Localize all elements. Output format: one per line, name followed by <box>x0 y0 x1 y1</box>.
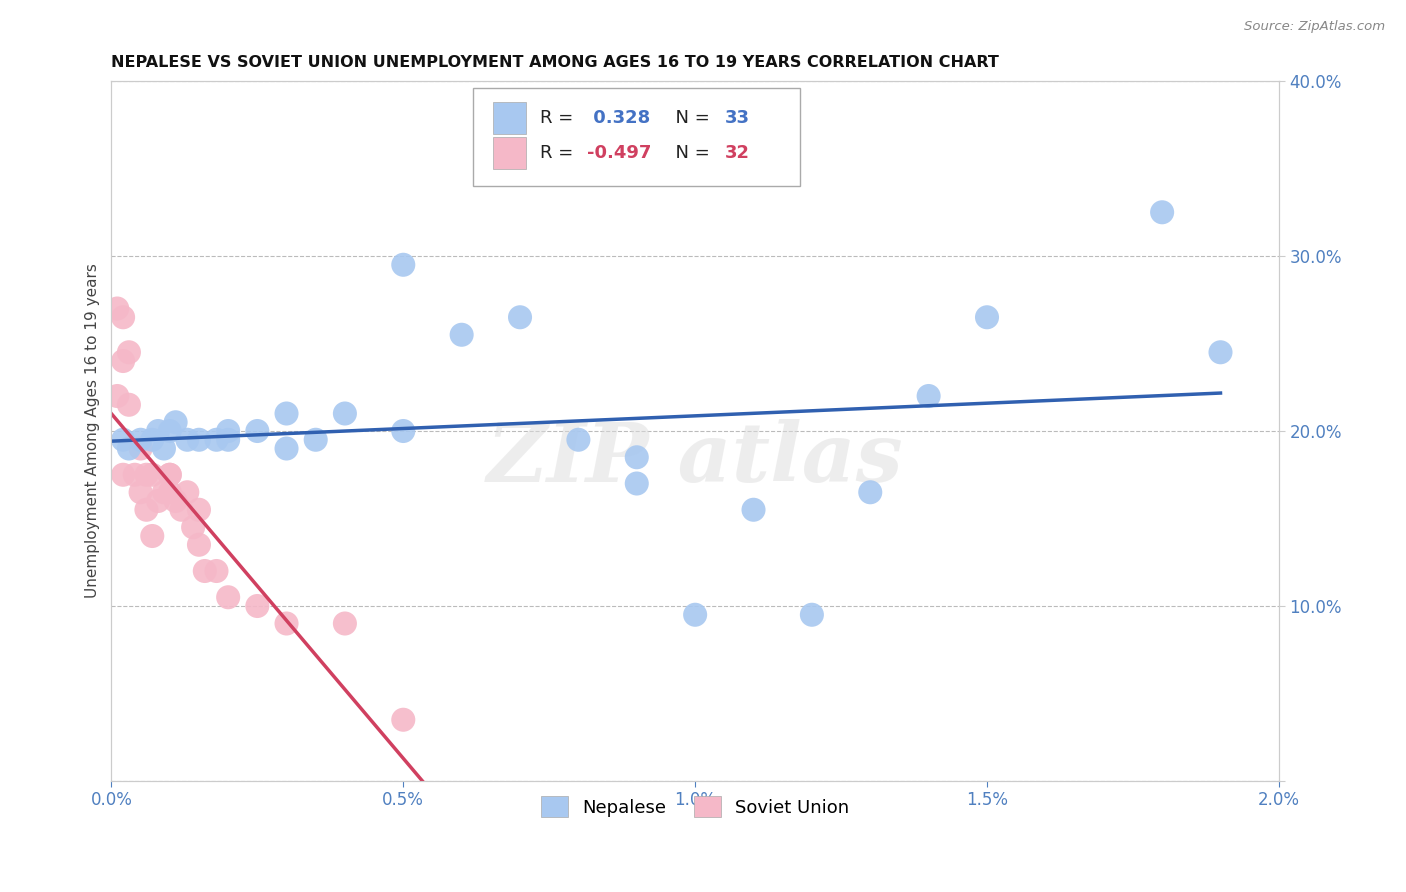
Point <box>124 467 146 482</box>
Point <box>217 591 239 605</box>
FancyBboxPatch shape <box>494 137 526 169</box>
Point <box>112 467 135 482</box>
Point <box>917 389 939 403</box>
Point <box>170 502 193 516</box>
Point <box>450 327 472 342</box>
FancyBboxPatch shape <box>474 88 800 186</box>
Point <box>276 616 298 631</box>
Point <box>276 407 298 421</box>
Point <box>159 467 181 482</box>
Text: N =: N = <box>664 145 716 162</box>
Point <box>567 433 589 447</box>
Point <box>176 485 198 500</box>
Point <box>246 424 269 438</box>
Point <box>859 485 882 500</box>
Point <box>181 520 204 534</box>
Point <box>141 433 163 447</box>
Point <box>112 354 135 368</box>
Text: N =: N = <box>664 109 716 128</box>
Point <box>105 389 128 403</box>
Text: 33: 33 <box>724 109 749 128</box>
Text: R =: R = <box>540 109 574 128</box>
Point <box>217 424 239 438</box>
Point <box>976 310 998 325</box>
Point <box>246 599 269 613</box>
FancyBboxPatch shape <box>494 103 526 134</box>
Point <box>392 713 415 727</box>
Point <box>305 433 328 447</box>
Text: 32: 32 <box>724 145 749 162</box>
Point <box>176 433 198 447</box>
Point <box>112 310 135 325</box>
Point <box>205 433 228 447</box>
Point <box>159 467 181 482</box>
Point <box>153 485 176 500</box>
Point <box>333 407 356 421</box>
Point <box>217 433 239 447</box>
Point <box>205 564 228 578</box>
Point <box>165 415 187 429</box>
Text: R =: R = <box>540 145 574 162</box>
Point <box>141 529 163 543</box>
Point <box>159 424 181 438</box>
Point <box>146 494 169 508</box>
Point <box>118 345 141 359</box>
Point <box>800 607 823 622</box>
Point <box>165 494 187 508</box>
Point <box>129 433 152 447</box>
Point <box>626 450 648 465</box>
Point <box>135 502 157 516</box>
Point <box>392 258 415 272</box>
Point <box>135 467 157 482</box>
Point <box>188 502 211 516</box>
Point <box>159 485 181 500</box>
Point <box>276 442 298 456</box>
Y-axis label: Unemployment Among Ages 16 to 19 years: Unemployment Among Ages 16 to 19 years <box>86 263 100 599</box>
Text: 0.328: 0.328 <box>586 109 650 128</box>
Text: -0.497: -0.497 <box>586 145 651 162</box>
Point <box>118 442 141 456</box>
Text: ZIP atlas: ZIP atlas <box>486 419 904 499</box>
Point <box>188 433 211 447</box>
Legend: Nepalese, Soviet Union: Nepalese, Soviet Union <box>534 789 856 824</box>
Point <box>141 467 163 482</box>
Text: Source: ZipAtlas.com: Source: ZipAtlas.com <box>1244 20 1385 33</box>
Point <box>112 433 135 447</box>
Point <box>683 607 706 622</box>
Point <box>188 538 211 552</box>
Point <box>626 476 648 491</box>
Text: NEPALESE VS SOVIET UNION UNEMPLOYMENT AMONG AGES 16 TO 19 YEARS CORRELATION CHAR: NEPALESE VS SOVIET UNION UNEMPLOYMENT AM… <box>111 55 1000 70</box>
Point <box>146 424 169 438</box>
Point <box>194 564 217 578</box>
Point <box>1209 345 1232 359</box>
Point <box>1152 205 1174 219</box>
Point <box>153 442 176 456</box>
Point <box>105 301 128 316</box>
Point <box>509 310 531 325</box>
Point <box>129 442 152 456</box>
Point <box>129 485 152 500</box>
Point <box>392 424 415 438</box>
Point <box>118 398 141 412</box>
Point <box>333 616 356 631</box>
Point <box>742 502 765 516</box>
